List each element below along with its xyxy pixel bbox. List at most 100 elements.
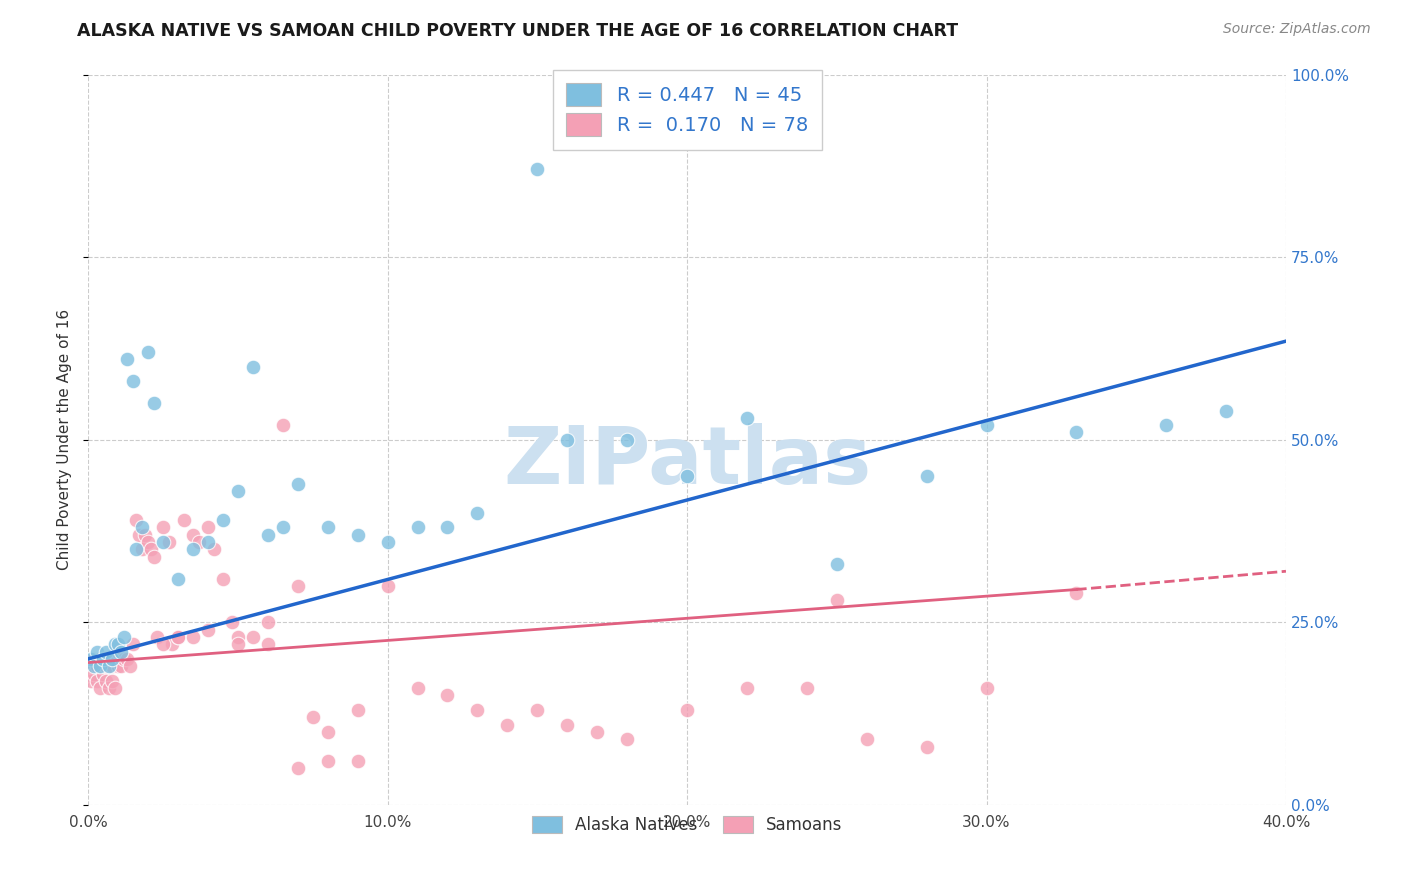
Point	[115, 352, 138, 367]
Point	[242, 630, 264, 644]
Point	[616, 433, 638, 447]
Point	[676, 469, 699, 483]
Point	[197, 623, 219, 637]
Point	[181, 630, 204, 644]
Point	[89, 659, 111, 673]
Point	[406, 681, 429, 695]
Point	[287, 579, 309, 593]
Point	[586, 725, 609, 739]
Point	[104, 637, 127, 651]
Point	[136, 345, 159, 359]
Point	[287, 762, 309, 776]
Point	[107, 637, 129, 651]
Point	[316, 725, 339, 739]
Point	[167, 630, 190, 644]
Text: ALASKA NATIVE VS SAMOAN CHILD POVERTY UNDER THE AGE OF 16 CORRELATION CHART: ALASKA NATIVE VS SAMOAN CHILD POVERTY UN…	[77, 22, 959, 40]
Point	[167, 572, 190, 586]
Point	[436, 689, 458, 703]
Point	[89, 652, 111, 666]
Point	[98, 659, 121, 673]
Point	[197, 535, 219, 549]
Point	[173, 513, 195, 527]
Point	[89, 681, 111, 695]
Point	[377, 579, 399, 593]
Point	[825, 593, 848, 607]
Point	[301, 710, 323, 724]
Point	[467, 703, 489, 717]
Point	[101, 659, 124, 673]
Point	[1154, 418, 1177, 433]
Y-axis label: Child Poverty Under the Age of 16: Child Poverty Under the Age of 16	[58, 310, 72, 570]
Point	[825, 557, 848, 571]
Point	[128, 527, 150, 541]
Point	[80, 659, 103, 673]
Point	[152, 535, 174, 549]
Point	[256, 527, 278, 541]
Point	[377, 535, 399, 549]
Point	[107, 659, 129, 673]
Point	[101, 652, 124, 666]
Point	[467, 506, 489, 520]
Point	[1066, 425, 1088, 440]
Point	[555, 433, 578, 447]
Point	[136, 535, 159, 549]
Text: Source: ZipAtlas.com: Source: ZipAtlas.com	[1223, 22, 1371, 37]
Point	[115, 652, 138, 666]
Point	[91, 666, 114, 681]
Point	[94, 659, 117, 673]
Point	[83, 666, 105, 681]
Point	[152, 520, 174, 534]
Point	[188, 535, 211, 549]
Point	[181, 527, 204, 541]
Point	[242, 359, 264, 374]
Point	[221, 615, 243, 630]
Point	[316, 520, 339, 534]
Point	[202, 542, 225, 557]
Point	[94, 673, 117, 688]
Point	[287, 476, 309, 491]
Point	[107, 645, 129, 659]
Point	[1215, 403, 1237, 417]
Point	[197, 520, 219, 534]
Point	[80, 652, 103, 666]
Point	[676, 703, 699, 717]
Point	[346, 703, 368, 717]
Point	[526, 703, 548, 717]
Point	[101, 673, 124, 688]
Point	[104, 681, 127, 695]
Point	[83, 652, 105, 666]
Point	[139, 542, 162, 557]
Point	[226, 483, 249, 498]
Point	[91, 652, 114, 666]
Point	[226, 630, 249, 644]
Point	[1066, 586, 1088, 600]
Point	[316, 754, 339, 768]
Point	[104, 652, 127, 666]
Point	[120, 659, 142, 673]
Point	[157, 535, 180, 549]
Point	[131, 542, 153, 557]
Point	[125, 513, 148, 527]
Point	[212, 513, 235, 527]
Point	[616, 732, 638, 747]
Point	[976, 418, 998, 433]
Point	[160, 637, 183, 651]
Point	[134, 527, 156, 541]
Point	[98, 681, 121, 695]
Point	[796, 681, 818, 695]
Point	[112, 630, 135, 644]
Point	[86, 673, 108, 688]
Point	[122, 637, 145, 651]
Point	[555, 717, 578, 731]
Point	[976, 681, 998, 695]
Text: ZIPatlas: ZIPatlas	[503, 423, 872, 500]
Point	[346, 754, 368, 768]
Point	[915, 469, 938, 483]
Point	[98, 652, 121, 666]
Point	[271, 418, 294, 433]
Point	[110, 645, 132, 659]
Point	[152, 637, 174, 651]
Point	[256, 615, 278, 630]
Point	[436, 520, 458, 534]
Point	[406, 520, 429, 534]
